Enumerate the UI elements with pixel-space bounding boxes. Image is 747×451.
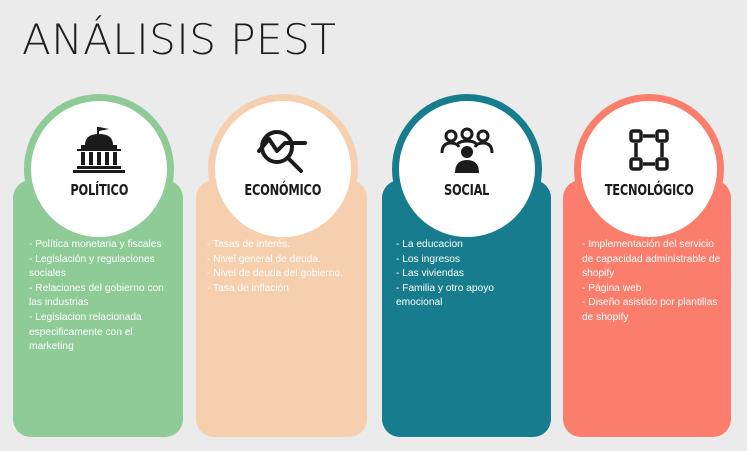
label-economico: ECONÓMICO xyxy=(244,181,322,199)
government-building-icon xyxy=(69,125,129,175)
circle-economico: ECONÓMICO xyxy=(208,94,358,244)
list-politico: - Política monetaria y fiscales - Legisl… xyxy=(29,238,179,355)
list-item: - Política monetaria y fiscales xyxy=(29,239,162,250)
list-item: - Legislación y regulaciones sociales xyxy=(29,253,155,280)
circuit-nodes-icon xyxy=(619,125,679,175)
circle-politico: POLÍTICO xyxy=(24,94,174,244)
list-item: - Legislacion relacionada especificament… xyxy=(29,311,142,353)
circle-tecnologico: TECNOLÓGICO xyxy=(574,94,724,244)
list-item: - Implementación del servicio de capacid… xyxy=(582,239,721,280)
list-economico: - Tasas de interés. - Nivel general de d… xyxy=(207,238,357,296)
list-item: - Los ingresos xyxy=(396,253,460,265)
page-title: ANÁLISIS PEST xyxy=(22,15,337,64)
label-politico: POLÍTICO xyxy=(70,181,128,199)
list-item: - Nivel general de deuda. xyxy=(207,253,321,265)
list-item: - Nivel de deuda del gobierno. xyxy=(207,268,343,280)
list-item: - Página web xyxy=(582,282,642,294)
label-social: SOCIAL xyxy=(444,181,490,199)
list-item: - Diseño asistido por plantillas de shop… xyxy=(582,297,718,323)
list-tecnologico: - Implementación del servicio de capacid… xyxy=(582,238,722,326)
list-item: - Tasa de inflación xyxy=(207,282,289,294)
label-tecnologico: TECNOLÓGICO xyxy=(604,181,694,199)
list-item: - Relaciones del gobierno con las indust… xyxy=(29,282,164,309)
list-social: - La educacion - Los ingresos - Las vivi… xyxy=(396,238,536,311)
circle-social: SOCIAL xyxy=(392,94,542,244)
list-item: - Las viviendas xyxy=(396,268,464,280)
list-item: - Tasas de interés. xyxy=(207,239,291,250)
list-item: - Familia y otro apoyo emocional xyxy=(396,282,494,309)
list-item: - La educacion xyxy=(396,239,463,250)
people-group-icon xyxy=(437,125,497,175)
market-analysis-icon xyxy=(253,125,313,175)
